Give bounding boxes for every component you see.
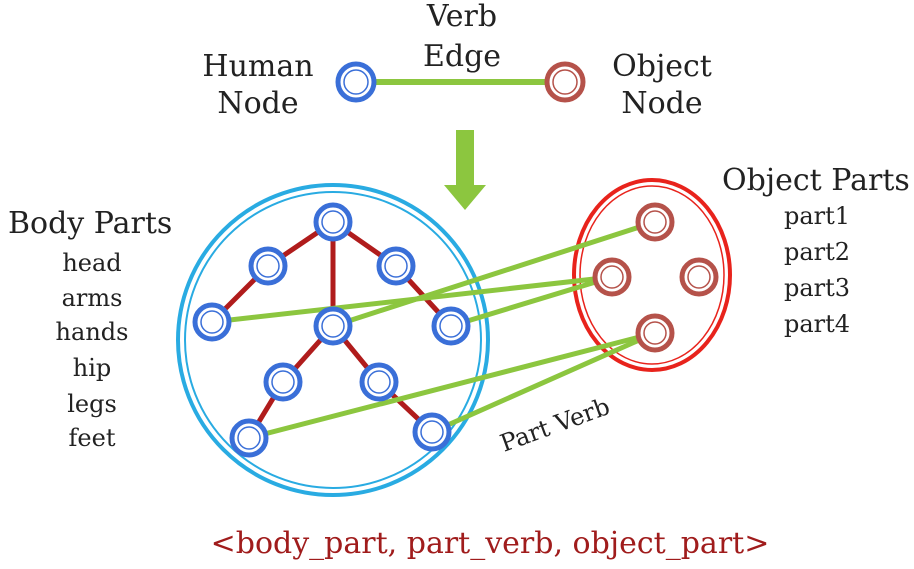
body-part-item: arms: [62, 284, 123, 312]
part-verb-edges: [209, 219, 658, 441]
object-part-item: part1: [784, 202, 850, 230]
object-node-part1: [635, 202, 675, 242]
part-verb-edge-3: [448, 274, 615, 329]
object-node-label-line2: Node: [621, 86, 702, 121]
body-part-item: feet: [69, 424, 116, 452]
body-node-left-arm: [248, 246, 288, 286]
part-verb-edge-4: [246, 330, 658, 441]
object-node: [544, 61, 586, 103]
triplet-formula: <body_part, part_verb, object_part>: [211, 526, 770, 561]
object-node-part4: [635, 313, 675, 353]
body-node-hip: [313, 306, 353, 346]
object-part-item: part3: [784, 274, 850, 302]
body-node-right-leg: [359, 362, 399, 402]
body-part-item: hands: [56, 318, 129, 346]
human-node-label-line2: Node: [217, 86, 298, 121]
body-node-right-arm: [376, 246, 416, 286]
object-node-label-line1: Object: [612, 49, 712, 84]
body-part-item: legs: [67, 390, 117, 418]
body-node-head: [313, 202, 353, 242]
human-node: [335, 61, 377, 103]
body-node-left-foot: [229, 418, 269, 458]
body-parts-circle: [176, 183, 490, 497]
body-node-right-hand: [431, 306, 471, 346]
human-node-label-line1: Human: [202, 49, 313, 84]
body-part-item: head: [62, 249, 121, 277]
object-parts-ellipse: [572, 178, 732, 372]
expand-down-arrow: [444, 130, 486, 210]
object-part-nodes: [592, 202, 719, 353]
part-verb-edge-2: [330, 219, 658, 329]
body-part-nodes: [192, 202, 471, 458]
object-node-part3: [679, 257, 719, 297]
part-verb-label: Part Verb: [496, 392, 613, 457]
part-verb-edge-5: [429, 330, 658, 435]
body-node-left-leg: [263, 362, 303, 402]
object-node-part2: [592, 257, 632, 297]
body-node-right-foot: [412, 412, 452, 452]
object-part-item: part2: [784, 238, 850, 266]
verb-edge-label-line1: Verb: [426, 0, 497, 34]
object-parts-title: Object Parts: [722, 163, 910, 198]
verb-edge-label-line2: Edge: [423, 39, 501, 74]
body-part-item: hip: [73, 354, 112, 382]
object-part-item: part4: [784, 310, 850, 338]
body-node-left-hand: [192, 302, 232, 342]
body-parts-title: Body Parts: [8, 206, 172, 241]
